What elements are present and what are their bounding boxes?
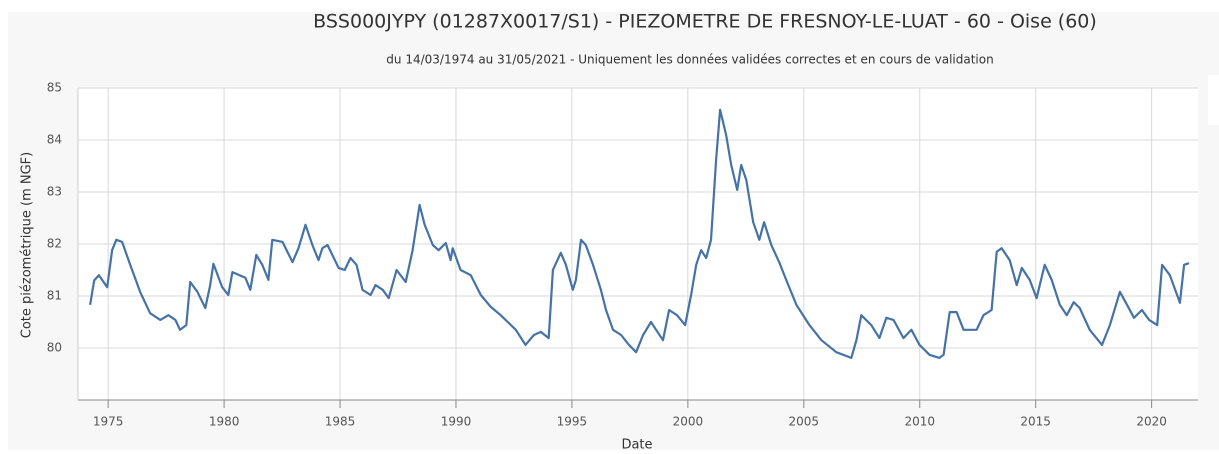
x-tick-label: 2005 — [789, 415, 820, 429]
legend-stub — [1208, 75, 1219, 125]
y-tick-label: 84 — [47, 133, 62, 147]
x-tick-label: 1995 — [557, 415, 588, 429]
y-tick-label: 82 — [47, 237, 62, 251]
y-axis-label: Cote piézométrique (m NGF) — [20, 152, 35, 338]
x-tick-label: 2015 — [1020, 415, 1051, 429]
y-tick-label: 83 — [47, 185, 62, 199]
x-tick-label: 1975 — [93, 415, 124, 429]
y-tick-label: 85 — [47, 81, 62, 95]
y-tick-label: 81 — [47, 289, 62, 303]
x-tick-label: 2010 — [904, 415, 935, 429]
x-tick-label: 2000 — [673, 415, 704, 429]
x-tick-label: 1980 — [209, 415, 240, 429]
chart-subtitle: du 14/03/1974 au 31/05/2021 - Uniquement… — [386, 53, 993, 67]
x-tick-label: 1985 — [325, 415, 356, 429]
data-line — [89, 108, 1190, 359]
x-tick-label: 2020 — [1136, 415, 1167, 429]
x-tick-label: 1990 — [441, 415, 472, 429]
x-axis-label: Date — [621, 438, 652, 451]
chart-title: BSS000JYPY (01287X0017/S1) - PIEZOMETRE … — [313, 11, 1097, 33]
y-tick-label: 80 — [47, 341, 62, 355]
